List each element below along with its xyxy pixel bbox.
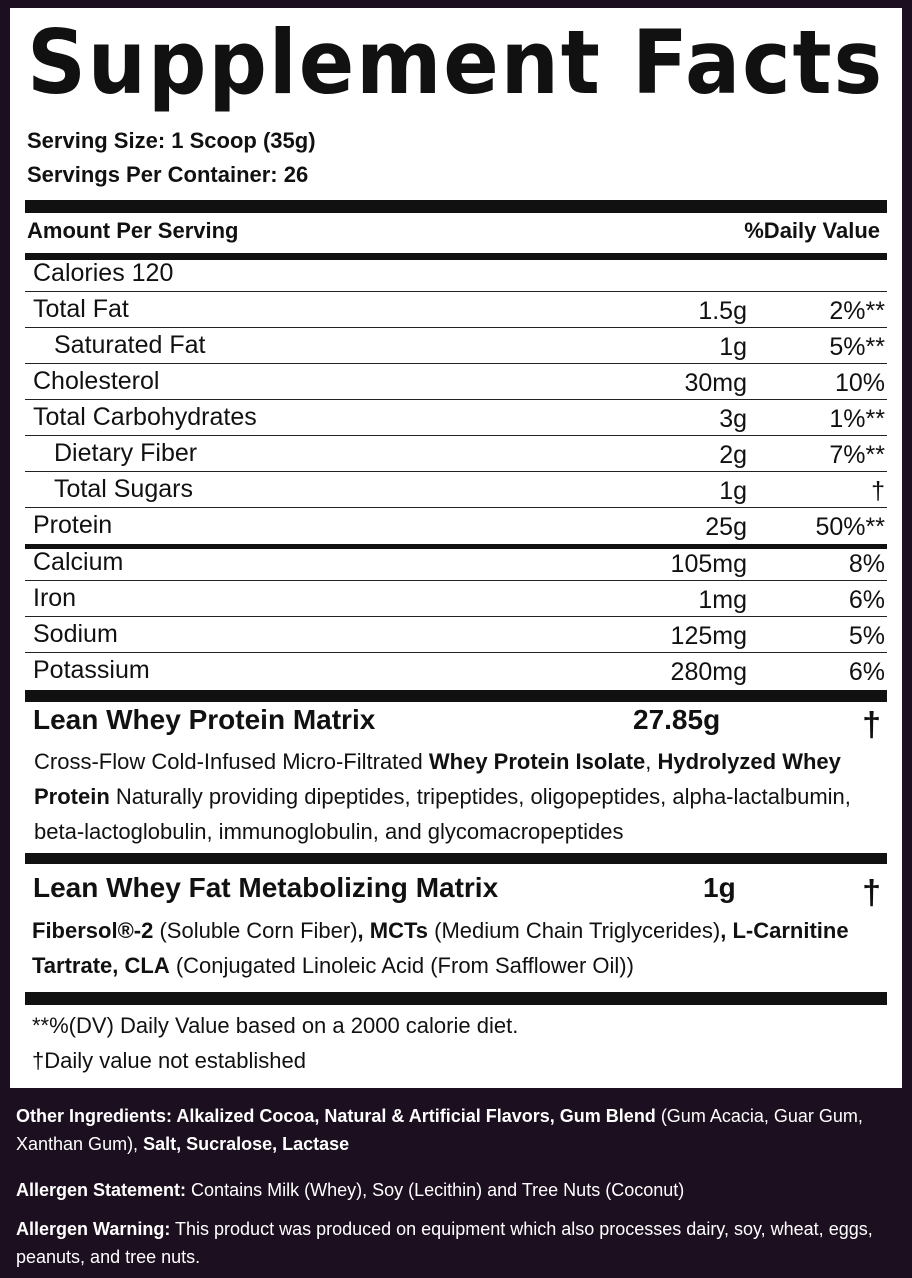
serving-size: Serving Size: 1 Scoop (35g) [27, 128, 316, 153]
nutrient-row: Cholesterol 30mg 10% [25, 363, 887, 400]
supplement-facts-panel: Supplement Facts Serving Size: 1 Scoop (… [10, 8, 902, 1088]
nutrient-daily-value: † [871, 477, 885, 505]
panel-title: Supplement Facts [27, 11, 885, 114]
nutrient-amount: 25g [705, 513, 747, 541]
nutrient-name: Calcium [33, 548, 124, 576]
nutrient-name: Total Sugars [54, 475, 193, 503]
nutrient-row: Dietary Fiber 2g 7%** [25, 435, 887, 472]
nutrient-amount: 125mg [670, 622, 747, 650]
nutrient-amount: 105mg [670, 550, 747, 578]
nutrient-amount: 1.5g [698, 297, 747, 325]
nutrient-daily-value: 8% [848, 550, 885, 578]
nutrient-name: Iron [33, 584, 77, 612]
blend-daily-value: † [862, 706, 881, 744]
thick-divider [25, 690, 887, 702]
nutrient-name: Total Carbohydrates [33, 403, 257, 431]
nutrient-amount: 280mg [670, 658, 747, 686]
nutrient-amount: 30mg [684, 369, 747, 397]
blend-ingredients: Cross-Flow Cold-Infused Micro-Filtrated … [34, 749, 851, 844]
nutrient-name: Total Fat [33, 295, 129, 323]
nutrient-amount: 2g [719, 441, 747, 469]
nutrient-name: Dietary Fiber [54, 439, 198, 467]
calories-row: Calories 120 [25, 255, 887, 292]
blend-header: Lean Whey Protein Matrix 27.85g † [33, 704, 881, 744]
daily-value-header: %Daily Value [744, 218, 880, 243]
nutrient-amount: 1g [719, 333, 747, 361]
blend-amount: 1g [703, 872, 736, 903]
nutrient-daily-value: 2%** [829, 297, 885, 325]
nutrient-name: Cholesterol [33, 367, 160, 395]
footnote-dagger: †Daily value not established [32, 1048, 306, 1073]
thick-divider [25, 853, 887, 864]
nutrient-amount: 3g [719, 405, 747, 433]
nutrient-row: Protein 25g 50%** [25, 507, 887, 543]
allergen-statement: Allergen Statement: Contains Milk (Whey)… [16, 1180, 685, 1200]
blend-ingredients: Fibersol®-2 (Soluble Corn Fiber), MCTs (… [32, 918, 849, 978]
medium-divider [25, 253, 887, 260]
nutrient-row: Saturated Fat 1g 5%** [25, 327, 887, 364]
nutrient-name: Potassium [33, 656, 150, 684]
nutrient-daily-value: 5%** [829, 333, 885, 361]
servings-per-container: Servings Per Container: 26 [27, 162, 309, 187]
nutrient-name: Saturated Fat [54, 331, 206, 359]
thick-divider [25, 200, 887, 213]
nutrient-daily-value: 6% [848, 658, 885, 686]
blend-header: Lean Whey Fat Metabolizing Matrix 1g † [33, 872, 881, 912]
nutrient-daily-value: 7%** [829, 441, 885, 469]
nutrient-daily-value: 6% [848, 586, 885, 614]
nutrient-row: Total Sugars 1g † [25, 471, 887, 508]
calories-label: Calories 120 [33, 259, 174, 287]
allergen-warning: Allergen Warning: This product was produ… [16, 1219, 873, 1267]
nutrient-daily-value: 1%** [829, 405, 885, 433]
nutrient-row: Total Carbohydrates 3g 1%** [25, 399, 887, 436]
nutrient-daily-value: 50%** [815, 513, 886, 541]
footnote-daily-value: **%(DV) Daily Value based on a 2000 calo… [32, 1013, 519, 1038]
column-header: Amount Per Serving %Daily Value [27, 218, 880, 244]
nutrient-row: Total Fat 1.5g 2%** [25, 291, 887, 328]
nutrient-row: Potassium 280mg 6% [25, 652, 887, 688]
nutrient-name: Sodium [33, 620, 118, 648]
nutrient-row: Calcium 105mg 8% [25, 544, 887, 581]
blend-name: Lean Whey Protein Matrix [33, 704, 376, 735]
nutrient-amount: 1mg [698, 586, 747, 614]
blend-daily-value: † [862, 874, 881, 912]
nutrient-name: Protein [33, 511, 113, 539]
nutrient-daily-value: 5% [848, 622, 885, 650]
blend-amount: 27.85g [633, 704, 721, 735]
nutrient-amount: 1g [719, 477, 747, 505]
nutrient-row: Sodium 125mg 5% [25, 616, 887, 653]
other-ingredients: Other Ingredients: Alkalized Cocoa, Natu… [16, 1106, 863, 1154]
blend-name: Lean Whey Fat Metabolizing Matrix [33, 872, 499, 903]
thick-divider [25, 992, 887, 1005]
medium-divider [25, 544, 887, 549]
nutrient-row: Iron 1mg 6% [25, 580, 887, 617]
amount-per-serving-header: Amount Per Serving [27, 218, 239, 243]
nutrient-daily-value: 10% [834, 369, 885, 397]
